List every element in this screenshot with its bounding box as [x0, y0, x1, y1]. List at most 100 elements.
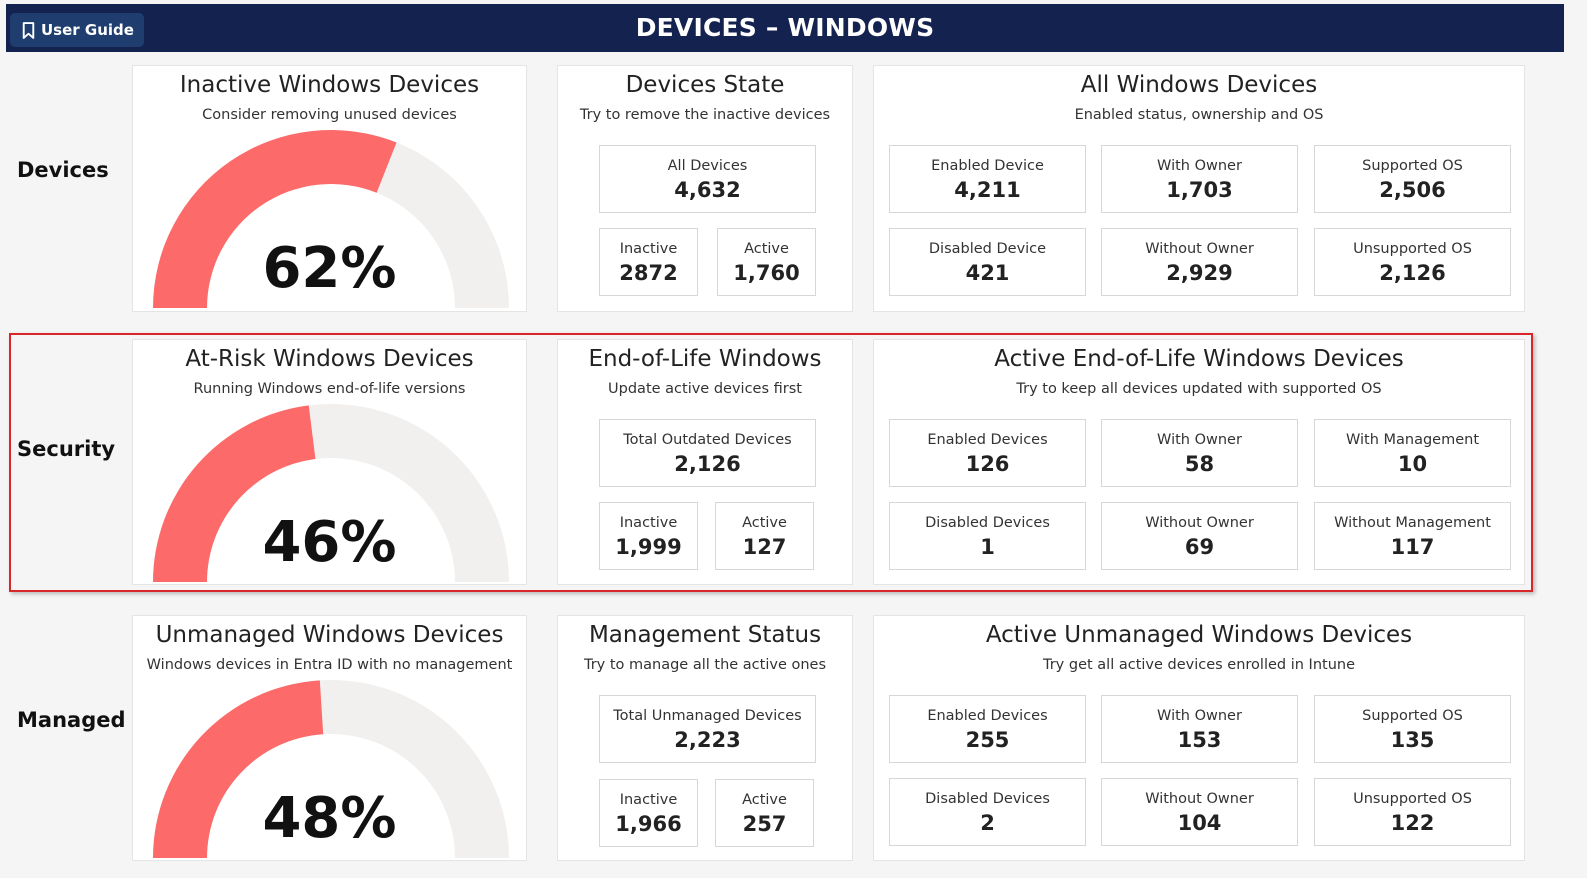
active-eol-devices-card: Active End-of-Life Windows Devices Try t… — [873, 339, 1525, 585]
stat-card: With Management 10 — [1314, 419, 1511, 487]
stat-value: 2,126 — [1379, 261, 1446, 285]
stat-value: 2,126 — [674, 452, 741, 476]
stat-value: 1,999 — [615, 535, 682, 559]
stat-card: Without Owner 104 — [1101, 778, 1298, 846]
active-unmanaged-devices-card: Active Unmanaged Windows Devices Try get… — [873, 615, 1525, 861]
card-title: Devices State — [625, 72, 785, 98]
card-title: Management Status — [588, 622, 822, 648]
stat-label: Total Outdated Devices — [623, 432, 792, 448]
user-guide-label: User Guide — [41, 21, 134, 39]
card-title: Inactive Windows Devices — [179, 72, 480, 98]
stat-label: With Owner — [1157, 708, 1242, 724]
stat-card: With Owner 1,703 — [1101, 145, 1298, 213]
stat-card: Disabled Devices 2 — [889, 778, 1086, 846]
stat-card: Unsupported OS 122 — [1314, 778, 1511, 846]
stat-value: 2 — [980, 811, 995, 835]
stat-label: Active — [744, 241, 789, 257]
user-guide-button[interactable]: User Guide — [10, 13, 144, 47]
card-title: End-of-Life Windows — [588, 346, 822, 372]
stat-card: Disabled Device 421 — [889, 228, 1086, 296]
stat-card: Supported OS 2,506 — [1314, 145, 1511, 213]
card-subtitle: Try to remove the inactive devices — [579, 107, 831, 123]
stat-card: Enabled Devices 255 — [889, 695, 1086, 763]
card-title: All Windows Devices — [1080, 72, 1318, 98]
stat-label: Unsupported OS — [1353, 241, 1472, 257]
card-title: At-Risk Windows Devices — [185, 346, 474, 372]
stat-card: Enabled Device 4,211 — [889, 145, 1086, 213]
card-subtitle: Update active devices first — [608, 381, 802, 397]
stat-card: Without Management 117 — [1314, 502, 1511, 570]
stat-value: 2,929 — [1166, 261, 1233, 285]
stat-card-inactive: Inactive 2872 — [599, 228, 698, 296]
stat-value: 135 — [1390, 728, 1435, 752]
stat-card-active: Active 1,760 — [717, 228, 816, 296]
gauge-fill — [153, 405, 316, 582]
stat-value: 153 — [1177, 728, 1222, 752]
inactive-devices-card: Inactive Windows Devices Consider removi… — [132, 65, 527, 312]
card-subtitle: Try to manage all the active ones — [583, 657, 827, 673]
stat-label: Disabled Devices — [925, 515, 1050, 531]
stat-card: With Owner 58 — [1101, 419, 1298, 487]
stat-card-total: All Devices 4,632 — [599, 145, 816, 213]
gauge-fill — [153, 130, 397, 308]
stat-value: 104 — [1177, 811, 1222, 835]
gauge-chart — [153, 680, 509, 858]
stat-label: Inactive — [619, 792, 678, 808]
gauge-fill — [153, 680, 324, 858]
stat-value: 127 — [742, 535, 787, 559]
management-status-card: Management Status Try to manage all the … — [557, 615, 853, 861]
stat-label: Without Owner — [1145, 241, 1254, 257]
stat-label: Supported OS — [1362, 158, 1463, 174]
stat-label: Unsupported OS — [1353, 791, 1472, 807]
stat-value: 257 — [742, 812, 787, 836]
card-subtitle: Running Windows end-of-life versions — [193, 381, 466, 397]
row-label-managed: Managed — [17, 708, 126, 732]
gauge-percent: 62% — [262, 236, 397, 301]
stat-label: Active — [742, 515, 787, 531]
stat-label: Disabled Devices — [925, 791, 1050, 807]
stat-value: 1,966 — [615, 812, 682, 836]
stat-value: 69 — [1184, 535, 1215, 559]
end-of-life-card: End-of-Life Windows Update active device… — [557, 339, 853, 585]
stat-label: Without Owner — [1145, 791, 1254, 807]
card-title: Active Unmanaged Windows Devices — [985, 622, 1413, 648]
at-risk-devices-card: At-Risk Windows Devices Running Windows … — [132, 339, 527, 585]
gauge-percent: 48% — [262, 786, 397, 851]
stat-value: 126 — [965, 452, 1010, 476]
stat-label: With Management — [1345, 432, 1480, 448]
stat-card-total: Total Unmanaged Devices 2,223 — [599, 695, 816, 763]
stat-card: Without Owner 69 — [1101, 502, 1298, 570]
row-label-security: Security — [17, 437, 116, 461]
card-title: Unmanaged Windows Devices — [155, 622, 504, 648]
stat-value: 255 — [965, 728, 1010, 752]
stat-value: 421 — [965, 261, 1010, 285]
stat-card: Enabled Devices 126 — [889, 419, 1086, 487]
stat-card-active: Active 257 — [715, 779, 814, 847]
card-subtitle: Windows devices in Entra ID with no mana… — [146, 657, 513, 673]
stat-label: With Owner — [1157, 158, 1242, 174]
stat-card: Supported OS 135 — [1314, 695, 1511, 763]
stat-value: 117 — [1390, 535, 1435, 559]
card-subtitle: Consider removing unused devices — [202, 107, 457, 123]
stat-card: Unsupported OS 2,126 — [1314, 228, 1511, 296]
stat-label: Inactive — [619, 241, 678, 257]
all-windows-devices-card: All Windows Devices Enabled status, owne… — [873, 65, 1525, 312]
bookmark-icon — [22, 21, 35, 39]
devices-state-card: Devices State Try to remove the inactive… — [557, 65, 853, 312]
stat-card-inactive: Inactive 1,966 — [599, 779, 698, 847]
stat-card-total: Total Outdated Devices 2,126 — [599, 419, 816, 487]
card-subtitle: Enabled status, ownership and OS — [1074, 107, 1324, 123]
stat-label: Active — [742, 792, 787, 808]
card-subtitle: Try get all active devices enrolled in I… — [1042, 657, 1356, 673]
stat-value: 2,506 — [1379, 178, 1446, 202]
stat-value: 1 — [980, 535, 995, 559]
stat-label: Enabled Devices — [927, 708, 1048, 724]
stat-card: With Owner 153 — [1101, 695, 1298, 763]
stat-value: 10 — [1397, 452, 1428, 476]
stat-value: 1,760 — [733, 261, 800, 285]
stat-value: 2,223 — [674, 728, 741, 752]
stat-value: 4,632 — [674, 178, 741, 202]
unmanaged-devices-card: Unmanaged Windows Devices Windows device… — [132, 615, 527, 861]
stat-card-inactive: Inactive 1,999 — [599, 502, 698, 570]
gauge-percent: 46% — [262, 510, 397, 575]
